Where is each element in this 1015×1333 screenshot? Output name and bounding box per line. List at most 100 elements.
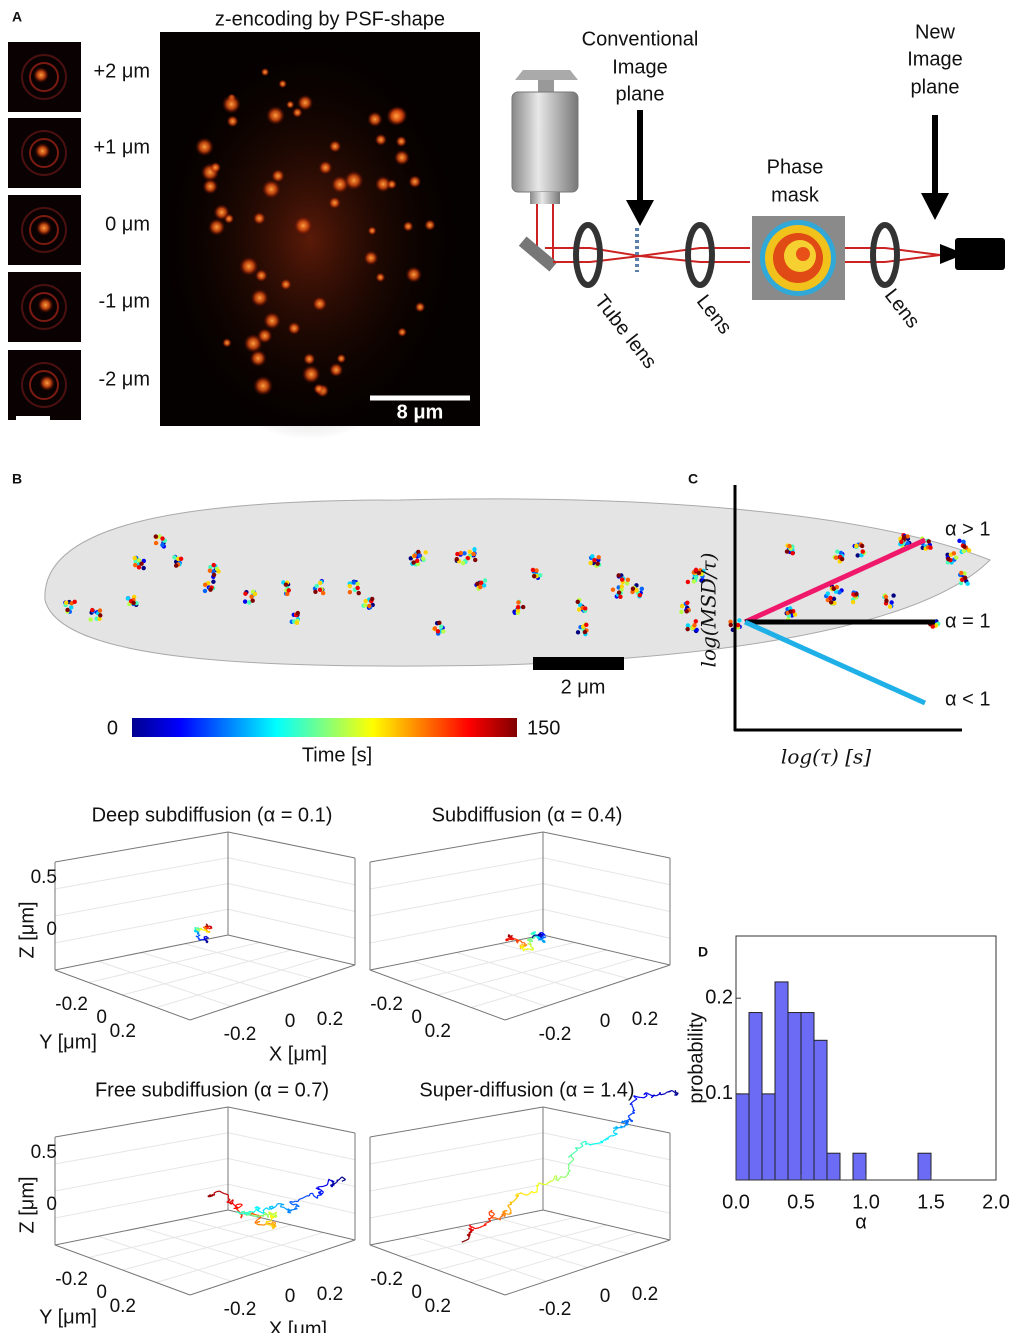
track-point — [835, 549, 839, 553]
track-point — [243, 591, 247, 595]
focus — [280, 279, 292, 291]
focus — [222, 338, 231, 347]
focus — [344, 171, 364, 191]
track-point — [952, 551, 956, 555]
x-tick-label: 1.0 — [852, 1191, 880, 1213]
track-point — [211, 580, 215, 584]
box-edge — [370, 1210, 543, 1245]
panel-label: C — [688, 471, 698, 487]
track-point — [363, 603, 367, 607]
trajectory-step — [490, 1215, 492, 1216]
plane-label: plane — [911, 76, 960, 98]
track-point — [98, 613, 102, 617]
track-point — [861, 549, 865, 553]
track-point — [516, 605, 520, 609]
track-point — [631, 587, 635, 591]
trajectory-step — [293, 1204, 296, 1205]
focus — [303, 353, 315, 365]
lens-label: Tube lens — [590, 291, 661, 373]
psf-spot — [36, 220, 52, 236]
trajectory-step — [572, 1157, 574, 1159]
focus — [294, 216, 313, 235]
focus — [288, 322, 301, 335]
track-point — [315, 584, 319, 588]
plot-title: Super-diffusion (α = 1.4) — [419, 1079, 634, 1101]
trajectory-step — [299, 1198, 303, 1199]
track-point — [253, 592, 257, 596]
trajectory-step — [531, 940, 533, 941]
track-point — [834, 555, 838, 559]
box-edge — [370, 1107, 543, 1137]
focus — [227, 115, 239, 127]
focus — [266, 106, 285, 125]
x-tick-label: -0.2 — [539, 1299, 572, 1320]
trajectory-step — [516, 1193, 520, 1194]
trajectory-step — [256, 1220, 258, 1222]
track-point — [680, 604, 684, 608]
focus — [278, 80, 287, 89]
track-point — [685, 627, 689, 631]
trajectory-step — [233, 1204, 235, 1206]
focus — [263, 312, 281, 330]
track-point — [160, 543, 164, 547]
trajectory-step — [523, 949, 525, 950]
trajectory-step — [510, 1202, 513, 1203]
track-point — [423, 550, 427, 554]
y-tick-label: -0.2 — [55, 1269, 88, 1290]
trajectory-step — [510, 1209, 511, 1212]
bar — [775, 982, 788, 1180]
trajectory-step — [197, 928, 198, 929]
trajectory-step — [572, 1151, 576, 1154]
y-tick-label: -0.2 — [370, 994, 403, 1015]
track-point — [208, 568, 212, 572]
track-point — [98, 608, 102, 612]
focus — [313, 383, 324, 394]
trajectory-step — [222, 1192, 225, 1193]
track-point — [899, 540, 903, 544]
trajectory-step — [543, 934, 545, 935]
psf-images: +2 μm+1 μm0 μm-1 μm-2 μm — [8, 42, 150, 420]
track-point — [348, 590, 352, 594]
bar — [801, 1013, 814, 1180]
track-point — [370, 597, 374, 601]
track-point — [208, 587, 212, 591]
trajectory-step — [313, 1193, 314, 1196]
x-tick-label: -0.2 — [539, 1024, 572, 1045]
histogram: D0.00.51.01.52.00.10.2αprobability — [685, 936, 1010, 1233]
trajectory-step — [628, 1114, 632, 1117]
x-tick-label: 0.2 — [632, 1009, 658, 1030]
track-point — [69, 605, 73, 609]
colorbar — [132, 718, 517, 737]
focus — [210, 162, 221, 173]
x-tick-label: 0 — [285, 1011, 296, 1032]
panel-label: A — [12, 9, 22, 25]
z-tick-label: 0.5 — [31, 867, 57, 888]
trajectory-step — [568, 1166, 569, 1169]
box-edge — [55, 1210, 228, 1245]
z-axis-label: Z [μm] — [16, 901, 38, 958]
box-edge — [55, 1184, 228, 1218]
focus — [195, 137, 214, 156]
track-point — [620, 584, 624, 588]
track-point — [133, 556, 137, 560]
trajectory-step — [675, 1092, 676, 1094]
track-point — [888, 604, 892, 608]
x-tick-label: -0.2 — [224, 1024, 257, 1045]
z-axis-label: Z [μm] — [16, 1176, 38, 1233]
box-edge — [370, 832, 543, 862]
track-point — [828, 596, 832, 600]
track-point — [840, 557, 844, 561]
track-point — [785, 549, 789, 553]
trajectory-step — [303, 1196, 307, 1198]
track-point — [638, 593, 642, 597]
x-tick-label: 0.2 — [317, 1009, 343, 1030]
trajectory-step — [539, 1183, 542, 1184]
trajectory-step — [237, 1211, 238, 1212]
trajectory-step — [543, 940, 544, 941]
trajectory-step — [291, 1201, 294, 1202]
box-edge — [543, 884, 670, 912]
track-point — [611, 588, 615, 592]
box-edge — [55, 909, 228, 943]
trajectory-step — [309, 1194, 310, 1196]
box-edge — [55, 884, 228, 917]
